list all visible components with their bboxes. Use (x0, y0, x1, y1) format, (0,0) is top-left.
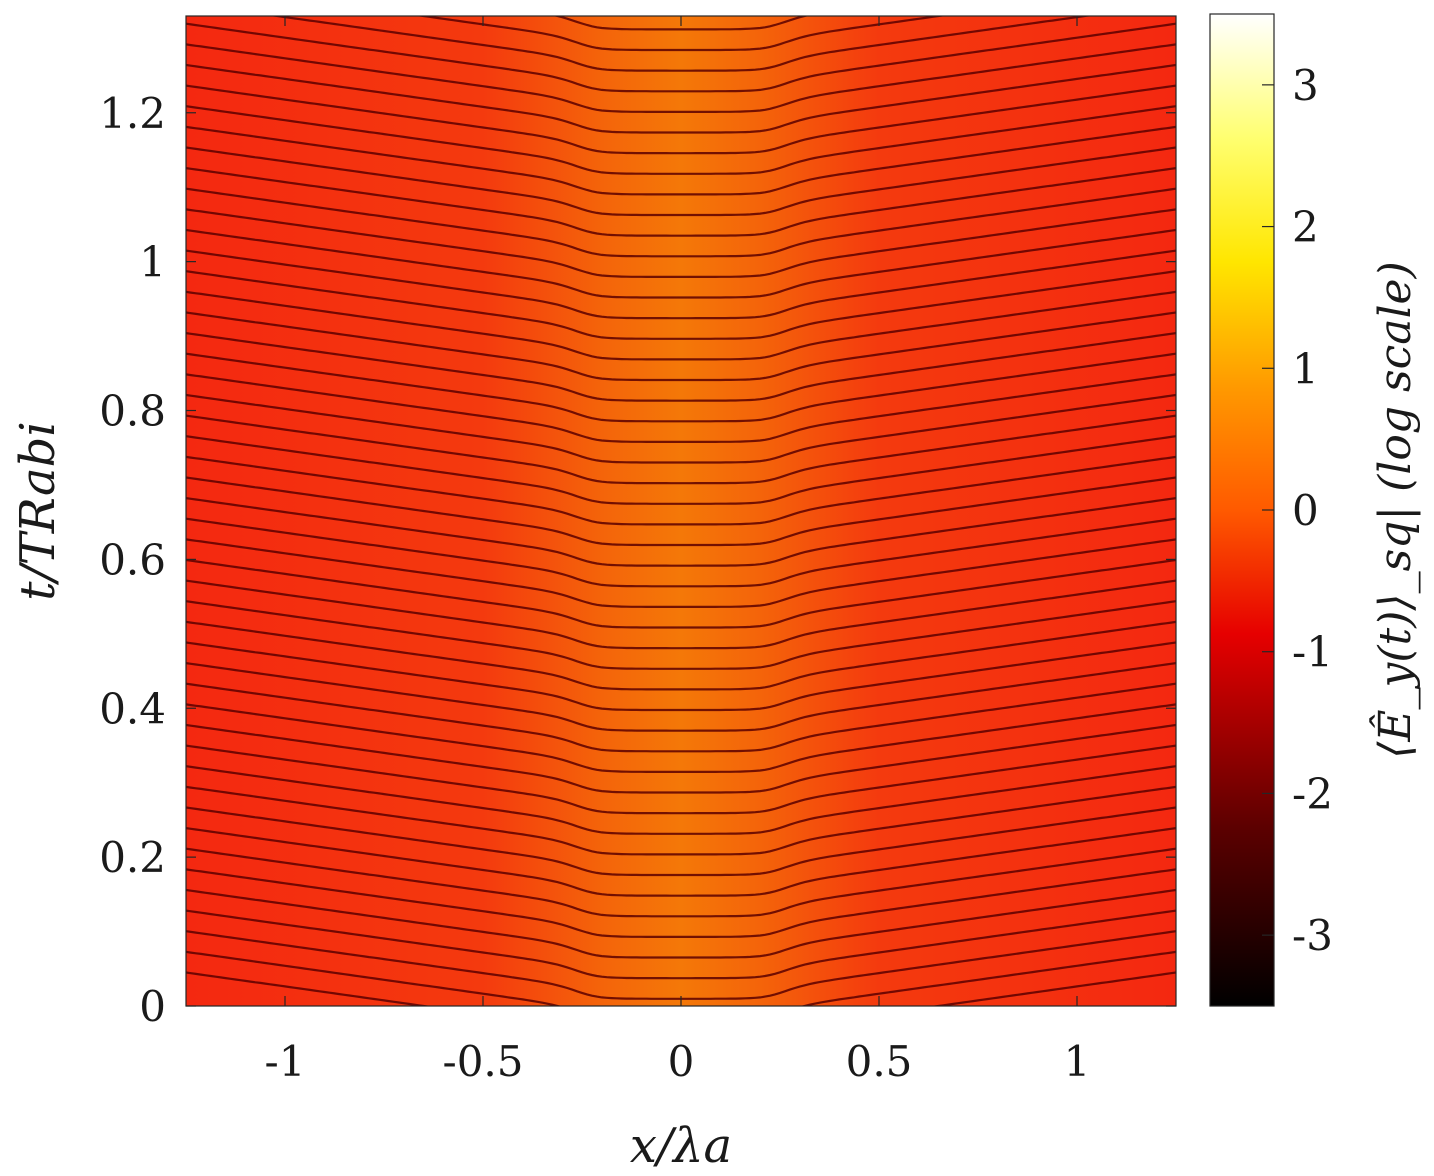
fringe-line (186, 868, 1176, 938)
fringe-line (186, 744, 1176, 815)
colorbar: 3 2 1 0 -1 -2 -3 (1209, 13, 1333, 1007)
fringe-line (186, 641, 1176, 712)
fringe-line (186, 827, 1176, 897)
fringe-line (186, 909, 1176, 980)
fringe-line (186, 455, 1176, 526)
fringe-line (186, 332, 1176, 402)
fringe-line (186, 435, 1176, 505)
fringe-line (186, 187, 1176, 258)
fringe-line (186, 414, 1176, 485)
fringe-line (186, 290, 1176, 361)
y-tick-label: 0.4 (99, 684, 166, 733)
fringe-line (186, 208, 1176, 278)
y-tick-label: 0.2 (99, 833, 166, 882)
x-tick-label: 1 (1064, 1037, 1091, 1086)
fringe-line (186, 950, 1176, 1006)
fringe-line (186, 971, 1176, 1006)
fringe-line (186, 497, 1176, 567)
colorbar-tick-label: 1 (1292, 344, 1319, 393)
fringe-line (186, 620, 1176, 691)
x-axis-label: x/λa (630, 1118, 732, 1174)
y-tick-label: 0 (139, 982, 166, 1031)
fringe-line (269, 16, 1093, 72)
fringe-line (186, 806, 1176, 877)
colorbar-tick-label: 0 (1292, 486, 1319, 535)
fringe-line (186, 352, 1176, 423)
fringe-line (186, 270, 1176, 340)
fringe-line (186, 847, 1176, 918)
x-tick-label: -1 (265, 1037, 306, 1086)
fringe-line (186, 600, 1176, 670)
fringe-line (186, 538, 1176, 608)
heatmap-plot-area (186, 0, 1176, 1006)
fringe-line (186, 558, 1176, 629)
fringe-line (186, 579, 1176, 650)
fringe-line (186, 703, 1176, 773)
fringe-line (186, 311, 1176, 382)
dark-fringe-lines (186, 0, 1176, 1006)
fringe-line (186, 373, 1176, 443)
fringe-line (186, 249, 1176, 320)
fringe-line (186, 888, 1176, 959)
fringe-line (186, 84, 1176, 155)
fringe-line (415, 16, 947, 52)
y-axis-ticks: 0 0.2 0.4 0.6 0.8 1 1.2 (99, 89, 1176, 1031)
colorbar-tick-label: 2 (1292, 203, 1319, 252)
fringe-line (186, 125, 1176, 196)
colorbar-tick-label: -1 (1292, 628, 1333, 677)
x-tick-label: 0.5 (846, 1037, 913, 1086)
fringe-line (186, 723, 1176, 794)
x-tick-label: 0 (668, 1037, 695, 1086)
fringe-line (186, 682, 1176, 753)
x-axis-ticks: -1 -0.5 0 0.5 1 (265, 16, 1091, 1086)
colorbar-tick-label: -2 (1292, 769, 1333, 818)
x-tick-label: -0.5 (443, 1037, 524, 1086)
fringe-line (186, 476, 1176, 547)
fringe-line (553, 16, 810, 31)
fringe-line (186, 517, 1176, 588)
y-tick-label: 1 (139, 238, 166, 287)
fringe-line (186, 0, 1176, 9)
colorbar-tick-label: 3 (1292, 61, 1319, 110)
heatmap-field (186, 16, 1176, 1006)
y-axis-label: t/TRabi (10, 421, 66, 600)
fringe-line (186, 228, 1176, 299)
fringe-line (186, 785, 1176, 856)
colorbar-tick-label: -3 (1292, 911, 1333, 960)
y-tick-label: 1.2 (99, 89, 166, 138)
fringe-line (186, 146, 1176, 217)
colorbar-label: ⟨Ê_y(t)⟩_sq| (log scale) (1368, 261, 1421, 759)
y-tick-label: 0.8 (99, 387, 166, 436)
fringe-line (186, 765, 1176, 835)
y-tick-label: 0.6 (99, 535, 166, 584)
fringe-line (186, 43, 1176, 113)
fringe-line (186, 22, 1176, 93)
fringe-line (186, 63, 1176, 134)
fringe-line (186, 393, 1176, 464)
fringe-line (186, 105, 1176, 175)
fringe-line (186, 662, 1176, 732)
colorbar-ticks: 3 2 1 0 -1 -2 -3 (1262, 61, 1333, 960)
fringe-line (186, 167, 1176, 237)
